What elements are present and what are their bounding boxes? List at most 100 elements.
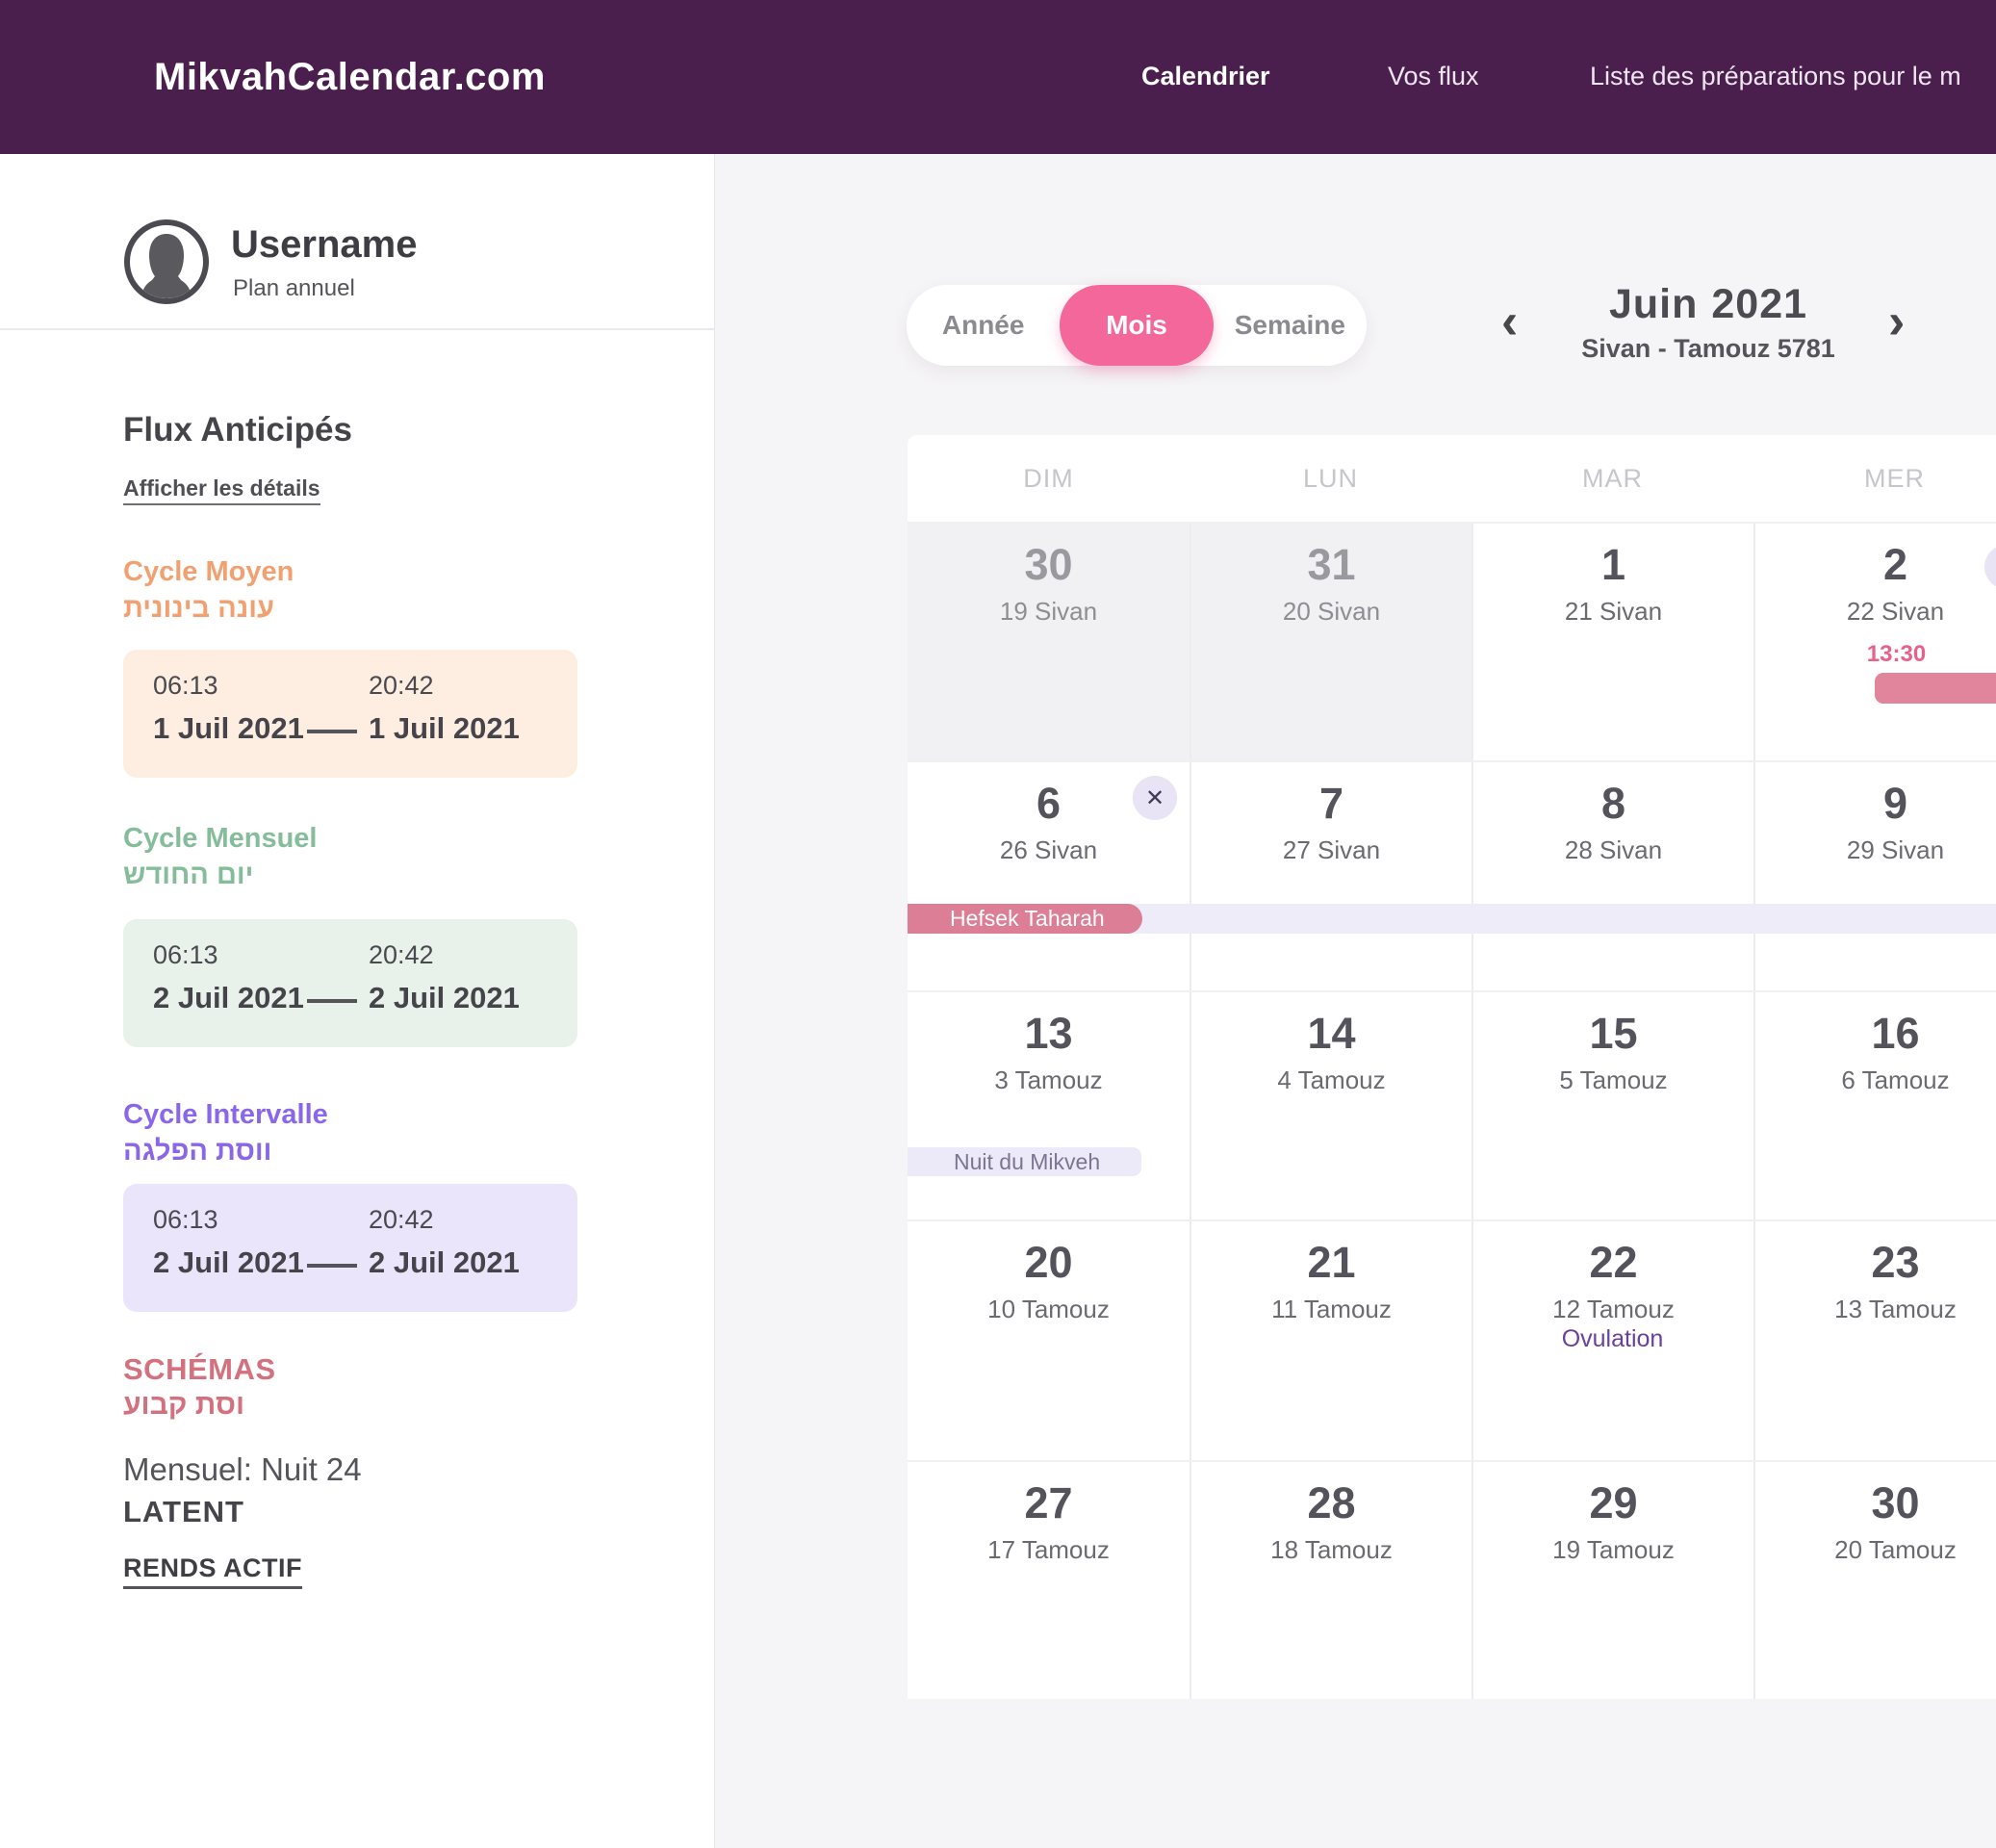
day-cell[interactable]: 30 19 Sivan [908, 524, 1190, 760]
cycle-moyen-start-time: 06:13 [153, 671, 218, 700]
calendar-week-5: 27 17 Tamouz 28 18 Tamouz 29 19 Tamouz 3… [908, 1460, 1996, 1699]
ovulation-label: Ovulation [1561, 1325, 1664, 1352]
prev-month-icon[interactable]: ‹ [1501, 294, 1519, 349]
day-number: 29 [1589, 1478, 1638, 1527]
cycle-moyen-end-date: 1 Juil 2021 [369, 711, 520, 745]
month-title: Juin 2021 [1545, 281, 1872, 328]
day-cell[interactable]: 20 10 Tamouz [908, 1221, 1190, 1460]
day-cell[interactable]: 13 3 Tamouz [908, 992, 1190, 1219]
schemas-hebrew: וסת קבוע [123, 1389, 244, 1421]
hebrew-date: 20 Sivan [1282, 596, 1381, 626]
day-number: 16 [1871, 1009, 1920, 1058]
day-cell[interactable]: 7 27 Sivan [1190, 762, 1471, 990]
day-number: 9 [1882, 779, 1908, 828]
close-icon[interactable]: ✕ [1133, 776, 1177, 820]
day-number: 8 [1600, 779, 1626, 828]
day-number: 1 [1600, 540, 1626, 589]
day-cell[interactable]: 8 28 Sivan [1471, 762, 1753, 990]
cycle-mensuel-start-time: 06:13 [153, 940, 218, 969]
schemas-pattern: Mensuel: Nuit 24 [123, 1451, 362, 1487]
cycle-intervalle-end-time: 20:42 [369, 1205, 434, 1234]
hebrew-date: 4 Tamouz [1277, 1065, 1386, 1094]
hebrew-date: 19 Tamouz [1552, 1534, 1675, 1564]
day-number: 27 [1024, 1478, 1073, 1527]
date-range-dash [307, 730, 357, 733]
day-number: 15 [1589, 1009, 1638, 1058]
cycle-moyen-label: Cycle Moyen [123, 556, 294, 587]
day-header-row: DIM LUN MAR MER [908, 435, 1996, 522]
day-cell[interactable]: 1 21 Sivan [1471, 524, 1753, 760]
day-cell[interactable]: 31 20 Sivan [1190, 524, 1471, 760]
day-number: 22 [1589, 1238, 1638, 1287]
day-cell[interactable]: 30 20 Tamouz [1753, 1462, 1996, 1699]
schemas-title: SCHÉMAS [123, 1352, 276, 1386]
nav-item-vos-flux[interactable]: Vos flux [1388, 62, 1479, 90]
day-cell[interactable]: 28 18 Tamouz [1190, 1462, 1471, 1699]
day-cell[interactable]: 6 26 Sivan [908, 762, 1190, 990]
calendar-panel: DIM LUN MAR MER 30 19 Sivan 31 20 Sivan … [908, 435, 1996, 1699]
site-logo[interactable]: MikvahCalendar.com [154, 56, 546, 98]
day-header-dim: DIM [1023, 463, 1074, 493]
show-details-link[interactable]: Afficher les détails [123, 475, 320, 505]
month-name: Juin [1608, 281, 1699, 327]
calendar-week-1: 30 19 Sivan 31 20 Sivan 1 21 Sivan 2 22 … [908, 522, 1996, 760]
nav-item-liste-preparations[interactable]: Liste des préparations pour le m [1590, 62, 1961, 90]
mikveh-night-event[interactable]: Nuit du Mikveh [908, 1147, 1141, 1176]
cycle-moyen-end-time: 20:42 [369, 671, 434, 700]
username: Username [231, 223, 418, 266]
day-cell[interactable]: 14 4 Tamouz [1190, 992, 1471, 1219]
cycle-intervalle-start-time: 06:13 [153, 1205, 218, 1234]
view-toggle: Année Mois Semaine [907, 285, 1367, 366]
day-cell[interactable]: 29 19 Tamouz [1471, 1462, 1753, 1699]
day-cell[interactable]: 2 22 Sivan [1753, 524, 1996, 760]
day-cell[interactable]: 23 13 Tamouz [1753, 1221, 1996, 1460]
day-cell[interactable]: 22 12 Tamouz [1471, 1221, 1753, 1460]
view-annee-button[interactable]: Année [941, 310, 1025, 340]
view-semaine-button[interactable]: Semaine [1234, 310, 1345, 340]
cycle-intervalle-hebrew: ווסת הפלגה [123, 1136, 272, 1167]
month-header: Juin 2021 Sivan - Tamouz 5781 [1545, 281, 1872, 364]
hebrew-date: 19 Sivan [999, 596, 1098, 626]
hebrew-date: 12 Tamouz [1552, 1294, 1675, 1323]
hefsek-taharah-event[interactable]: Hefsek Taharah [908, 904, 1142, 934]
day-cell[interactable]: 16 6 Tamouz [1753, 992, 1996, 1219]
cycle-mensuel-start-date: 2 Juil 2021 [153, 981, 304, 1014]
day-cell[interactable]: 15 5 Tamouz [1471, 992, 1753, 1219]
next-month-icon[interactable]: › [1888, 294, 1906, 349]
plan-label: Plan annuel [233, 275, 355, 301]
day-header-mer: MER [1864, 463, 1925, 493]
close-icon[interactable]: ✕ [1984, 545, 1996, 589]
day-cell[interactable]: 9 29 Sivan [1753, 762, 1996, 990]
cycle-intervalle-start-date: 2 Juil 2021 [153, 1245, 304, 1279]
hebrew-date: 22 Sivan [1846, 596, 1945, 626]
hebrew-date: 28 Sivan [1564, 834, 1663, 864]
view-mois-button[interactable]: Mois [1060, 285, 1214, 366]
nav-item-calendrier[interactable]: Calendrier [1141, 62, 1270, 90]
cycle-intervalle-end-date: 2 Juil 2021 [369, 1245, 520, 1279]
date-range-dash [307, 1264, 357, 1268]
cycle-moyen-card: 06:13 20:42 1 Juil 2021 1 Juil 2021 [123, 650, 577, 778]
hebrew-date: 26 Sivan [999, 834, 1098, 864]
day-number: 30 [1024, 540, 1073, 589]
cycle-mensuel-end-time: 20:42 [369, 940, 434, 969]
cycle-mensuel-end-date: 2 Juil 2021 [369, 981, 520, 1014]
day-cell[interactable]: 27 17 Tamouz [908, 1462, 1190, 1699]
hebrew-date: 27 Sivan [1282, 834, 1381, 864]
make-active-link[interactable]: RENDS ACTIF [123, 1553, 302, 1589]
hebrew-date: 10 Tamouz [987, 1294, 1110, 1323]
hebrew-date: 3 Tamouz [994, 1065, 1103, 1094]
period-event-bar[interactable] [1875, 673, 1996, 704]
hebrew-date: 13 Tamouz [1834, 1294, 1957, 1323]
hebrew-date: 18 Tamouz [1270, 1534, 1393, 1564]
hebrew-date: 17 Tamouz [987, 1534, 1110, 1564]
hebrew-month-range: Sivan - Tamouz 5781 [1581, 334, 1835, 363]
cycle-mensuel-hebrew: יום החודש [123, 860, 254, 890]
cycle-moyen-hebrew: עונה בינונית [123, 593, 274, 624]
day-cell[interactable]: 21 11 Tamouz [1190, 1221, 1471, 1460]
day-number: 2 [1882, 540, 1908, 589]
hebrew-date: 5 Tamouz [1559, 1065, 1668, 1094]
day-number: 6 [1036, 779, 1062, 828]
cycle-mensuel-card: 06:13 20:42 2 Juil 2021 2 Juil 2021 [123, 919, 577, 1047]
calendar-week-2: 6 26 Sivan 7 27 Sivan 8 28 Sivan 9 29 Si… [908, 760, 1996, 990]
